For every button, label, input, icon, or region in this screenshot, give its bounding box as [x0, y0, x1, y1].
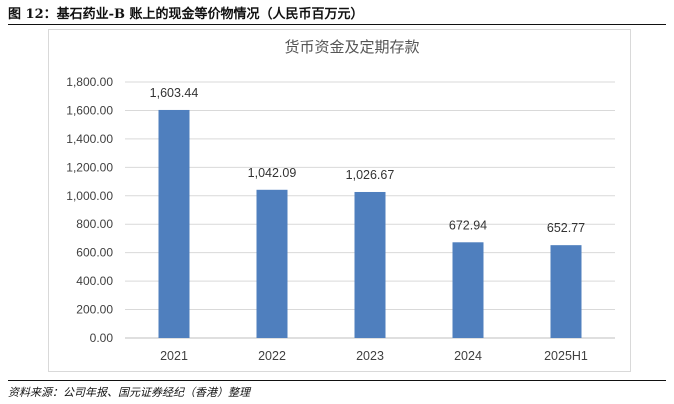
data-label: 672.94: [449, 218, 487, 232]
x-tick-label: 2022: [258, 349, 286, 363]
bar-chart: 货币资金及定期存款 0.00 200.00 400.00 600.00 800.00 1,…: [66, 39, 615, 363]
bottom-rule: [8, 380, 666, 381]
data-label: 1,603.44: [150, 86, 199, 100]
y-axis-ticks: 0.00 200.00 400.00 600.00 800.00 1,000.00 1,20…: [66, 75, 113, 345]
data-label: 652.77: [547, 221, 585, 235]
chart-title: 货币资金及定期存款: [284, 39, 419, 56]
x-tick-label: 2024: [454, 349, 482, 363]
y-tick-label: 1,800.00: [66, 75, 113, 89]
y-tick-label: 1,000.00: [66, 189, 113, 203]
bars: [158, 109, 582, 338]
figure-title: 图 12：基石药业-B 账上的现金等价物情况（人民币百万元）: [8, 7, 364, 22]
y-tick-label: 400.00: [76, 274, 113, 288]
data-label: 1,026.67: [346, 168, 395, 182]
x-tick-label: 2025H1: [544, 349, 588, 363]
source-note: 资料来源：公司年报、国元证券经纪（香港）整理: [8, 386, 250, 399]
y-tick-label: 0.00: [90, 331, 114, 345]
data-label: 1,042.09: [248, 166, 297, 180]
y-tick-label: 600.00: [76, 246, 113, 260]
x-axis-ticks: 2021 2022 2023 2024 2025H1: [160, 349, 588, 363]
y-tick-label: 1,600.00: [66, 103, 113, 117]
x-tick-label: 2023: [356, 349, 384, 363]
y-tick-label: 1,200.00: [66, 160, 113, 174]
y-tick-label: 800.00: [76, 217, 113, 231]
y-tick-label: 1,400.00: [66, 132, 113, 146]
x-tick-label: 2021: [160, 349, 188, 363]
bar: [158, 109, 190, 338]
top-rule: [8, 24, 666, 25]
bar: [452, 242, 484, 338]
bar: [256, 189, 288, 338]
data-labels: 1,603.44 1,042.09 1,026.67 672.94 652.77: [150, 86, 585, 235]
chart-area: [48, 29, 631, 372]
bar: [354, 191, 386, 338]
bar: [550, 245, 582, 338]
y-tick-label: 200.00: [76, 303, 113, 317]
